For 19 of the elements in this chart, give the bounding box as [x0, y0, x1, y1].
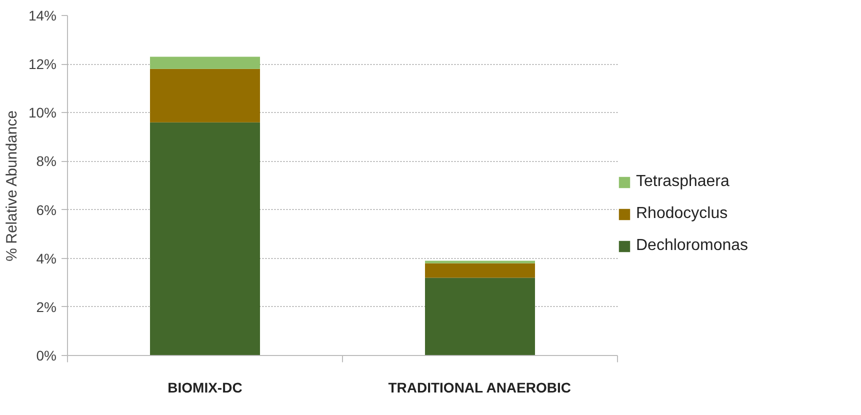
bar	[150, 56, 260, 69]
y-tick-label: 2%	[36, 298, 56, 315]
legend-label: Rhodocyclus	[636, 205, 728, 223]
y-tick-label: 6%	[36, 202, 56, 218]
y-axis-title: % Relative Abundance	[3, 110, 20, 262]
y-tick-label: 4%	[36, 250, 56, 266]
bar	[425, 263, 535, 278]
y-tick-label: 12%	[28, 56, 57, 72]
x-tick-label: BIOMIX-DC	[168, 380, 242, 396]
legend-label: Dechloromonas	[636, 237, 748, 255]
x-tick-label: TRADITIONAL ANAEROBIC	[388, 380, 572, 396]
bar	[150, 122, 260, 356]
y-tick-label: 8%	[36, 153, 56, 170]
y-tick-label: 14%	[28, 8, 57, 24]
y-tick-label: 10%	[28, 104, 57, 121]
bar	[150, 68, 260, 122]
bar	[425, 278, 535, 356]
legend-label: Tetrasphaera	[636, 173, 730, 191]
y-tick-label: 0%	[36, 348, 56, 364]
